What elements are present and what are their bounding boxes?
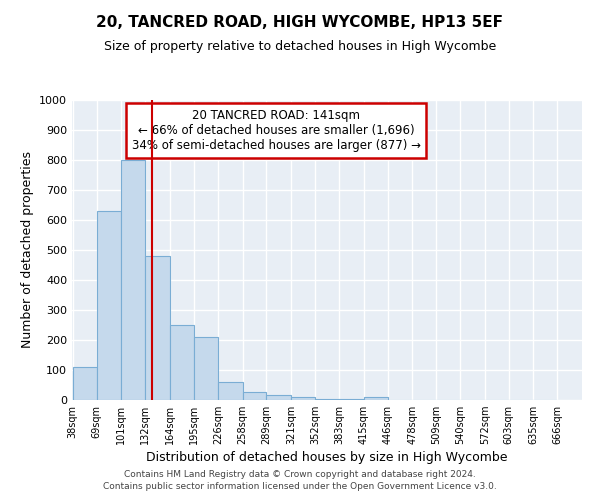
Bar <box>73 367 97 400</box>
Bar <box>145 256 170 400</box>
Text: 20 TANCRED ROAD: 141sqm
← 66% of detached houses are smaller (1,696)
34% of semi: 20 TANCRED ROAD: 141sqm ← 66% of detache… <box>131 109 421 152</box>
Y-axis label: Number of detached properties: Number of detached properties <box>20 152 34 348</box>
Bar <box>315 398 339 400</box>
Bar <box>218 382 242 400</box>
Text: 20, TANCRED ROAD, HIGH WYCOMBE, HP13 5EF: 20, TANCRED ROAD, HIGH WYCOMBE, HP13 5EF <box>97 15 503 30</box>
Bar <box>364 397 388 400</box>
Text: Contains public sector information licensed under the Open Government Licence v3: Contains public sector information licen… <box>103 482 497 491</box>
Bar <box>97 211 121 400</box>
Bar <box>242 392 266 400</box>
Bar <box>170 325 194 400</box>
Bar <box>291 397 315 400</box>
Bar <box>194 337 218 400</box>
Bar <box>121 160 145 400</box>
Text: Size of property relative to detached houses in High Wycombe: Size of property relative to detached ho… <box>104 40 496 53</box>
Text: Contains HM Land Registry data © Crown copyright and database right 2024.: Contains HM Land Registry data © Crown c… <box>124 470 476 479</box>
X-axis label: Distribution of detached houses by size in High Wycombe: Distribution of detached houses by size … <box>146 452 508 464</box>
Bar <box>266 395 291 400</box>
Bar <box>339 398 364 400</box>
